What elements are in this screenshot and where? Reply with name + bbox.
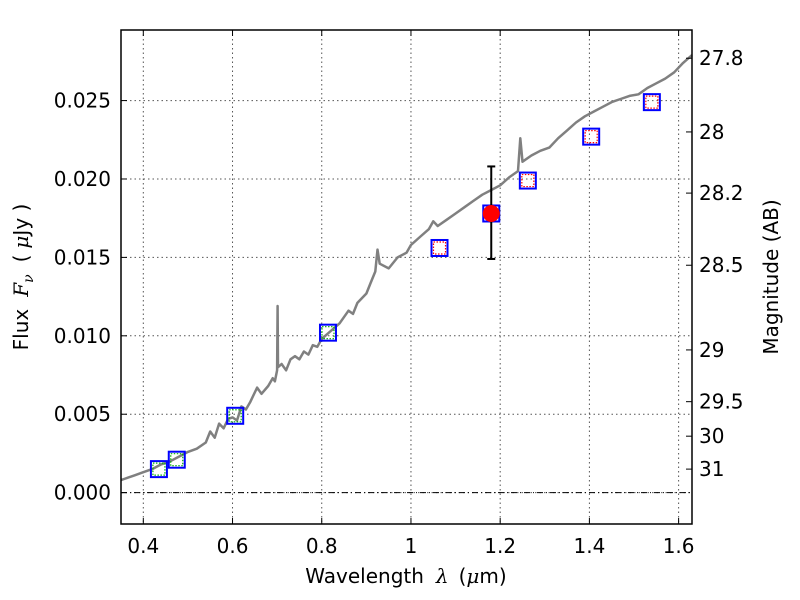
x-axis-title: Wavelength λ (μm) xyxy=(305,564,506,588)
y2-tick-label: 29.5 xyxy=(699,390,744,414)
red-square-marker xyxy=(521,173,535,188)
sed-model-line xyxy=(120,54,693,482)
blue-square-marker xyxy=(642,93,661,112)
blue-square-marker xyxy=(430,238,449,257)
y2-tick-label: 27.8 xyxy=(699,46,744,70)
blue-square-marker xyxy=(582,127,601,146)
x-tick-label: 0.4 xyxy=(127,534,159,558)
y2-tick-label: 28.2 xyxy=(699,181,744,205)
y-tick-label: 0.015 xyxy=(54,245,111,269)
series-layer xyxy=(120,54,693,482)
y2-tick-label: 28.5 xyxy=(699,253,744,277)
y2-tick-label: 31 xyxy=(699,457,724,481)
y2-tick-label: 29 xyxy=(699,338,724,362)
y-tick-label: 0.025 xyxy=(54,89,111,113)
x-tick-label: 0.6 xyxy=(217,534,249,558)
blue-square-marker xyxy=(226,406,245,425)
green-square-marker xyxy=(170,453,184,467)
y-tick-label: 0.020 xyxy=(54,167,111,191)
x-tick-label: 0.8 xyxy=(306,534,338,558)
red-square-marker xyxy=(645,95,659,109)
blue-square-marker xyxy=(167,450,186,469)
y2-tick-label: 28 xyxy=(699,120,724,144)
measured-flux-point xyxy=(482,204,500,222)
green-square-marker xyxy=(321,326,335,340)
y2-tick-label: 30 xyxy=(699,424,724,448)
x-tick-label: 1.4 xyxy=(573,534,605,558)
blue-square-marker xyxy=(518,171,537,190)
y-tick-label: 0.010 xyxy=(54,324,111,348)
x-tick-label: 1.6 xyxy=(663,534,695,558)
y-tick-label: 0.000 xyxy=(54,481,111,505)
y-tick-label: 0.005 xyxy=(54,402,111,426)
blue-square-marker xyxy=(318,323,337,342)
green-square-marker xyxy=(228,409,242,423)
ticks: 0.4 0.6 0.8 1 1.2 1.4 1.6 0.000 0.005 0.010 0.015 0… xyxy=(54,30,744,558)
y-axis-title: FluxFν(μJy ) xyxy=(9,204,37,351)
x-tick-label: 1 xyxy=(405,534,418,558)
plot-frame xyxy=(120,29,693,525)
blue-square-marker xyxy=(149,460,168,479)
y2-axis-title: Magnitude (AB) xyxy=(759,199,783,354)
red-square-marker xyxy=(432,241,447,255)
green-square-marker xyxy=(152,462,166,476)
x-tick-label: 1.2 xyxy=(484,534,516,558)
red-square-marker xyxy=(584,130,598,144)
